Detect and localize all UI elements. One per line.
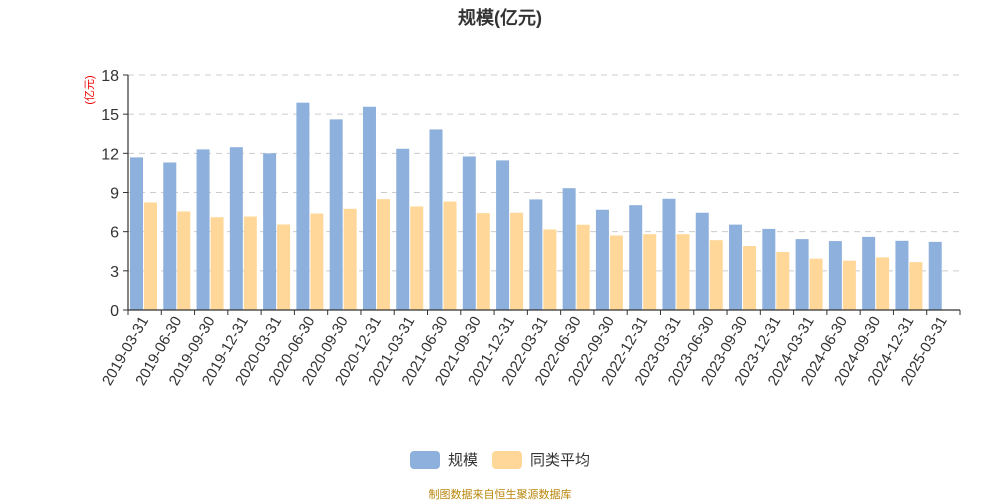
bar[interactable] xyxy=(429,129,443,310)
legend-label-scale: 规模 xyxy=(447,452,478,469)
bar[interactable] xyxy=(709,240,723,310)
bar[interactable] xyxy=(828,241,842,310)
bar[interactable] xyxy=(343,208,357,310)
legend-swatch-scale xyxy=(409,450,440,469)
bar[interactable] xyxy=(595,209,609,310)
bar[interactable] xyxy=(909,262,923,310)
bar[interactable] xyxy=(396,148,410,310)
bar[interactable] xyxy=(243,216,257,310)
bar[interactable] xyxy=(210,217,224,310)
bar[interactable] xyxy=(543,229,557,310)
legend-swatch-peer-average xyxy=(492,450,522,469)
legend-item-peer-average[interactable]: 同类平均 xyxy=(492,449,590,470)
bar[interactable] xyxy=(296,102,310,310)
bar[interactable] xyxy=(362,106,376,310)
bar[interactable] xyxy=(809,258,823,310)
legend: 规模 同类平均 xyxy=(0,449,1000,470)
y-axis-unit-label: (亿元) xyxy=(83,75,96,104)
legend-item-scale[interactable]: 规模 xyxy=(409,449,478,470)
y-tick-label: 15 xyxy=(101,107,119,124)
bar[interactable] xyxy=(529,199,543,310)
bar[interactable] xyxy=(662,198,676,310)
bar[interactable] xyxy=(310,213,324,310)
bar[interactable] xyxy=(876,257,890,310)
y-tick-label: 0 xyxy=(110,303,119,320)
y-tick-label: 9 xyxy=(110,186,119,203)
bar[interactable] xyxy=(743,246,757,310)
bar[interactable] xyxy=(776,252,790,310)
y-tick-label: 6 xyxy=(110,225,119,242)
y-tick-label: 12 xyxy=(101,146,119,163)
bar[interactable] xyxy=(609,235,623,310)
chart-title: 规模(亿元) xyxy=(458,8,542,28)
bar[interactable] xyxy=(795,239,809,310)
bar[interactable] xyxy=(462,156,476,310)
bar[interactable] xyxy=(329,119,343,310)
bar[interactable] xyxy=(576,224,590,310)
bar[interactable] xyxy=(476,213,490,310)
bar[interactable] xyxy=(496,160,510,310)
bar[interactable] xyxy=(510,212,524,310)
bar[interactable] xyxy=(729,224,743,310)
bar-series xyxy=(130,102,942,310)
bar[interactable] xyxy=(676,234,690,310)
bar[interactable] xyxy=(177,211,191,310)
data-source-note: 制图数据来自恒生聚源数据库 xyxy=(428,489,572,501)
bar[interactable] xyxy=(163,162,177,310)
bar[interactable] xyxy=(410,206,424,310)
bar[interactable] xyxy=(643,234,657,310)
bar[interactable] xyxy=(695,212,709,310)
bar[interactable] xyxy=(263,153,277,310)
bar[interactable] xyxy=(130,157,143,310)
bar[interactable] xyxy=(144,202,157,310)
bar[interactable] xyxy=(229,147,243,310)
bar[interactable] xyxy=(376,199,390,310)
bar[interactable] xyxy=(842,260,856,310)
bar[interactable] xyxy=(928,241,942,310)
bar[interactable] xyxy=(629,205,643,310)
bar[interactable] xyxy=(762,228,776,310)
bar[interactable] xyxy=(443,201,457,310)
bar[interactable] xyxy=(196,149,210,310)
bar[interactable] xyxy=(862,236,876,310)
bar[interactable] xyxy=(895,240,909,310)
y-tick-label: 18 xyxy=(101,68,119,85)
y-tick-label: 3 xyxy=(110,264,119,281)
bar[interactable] xyxy=(277,224,291,310)
bar[interactable] xyxy=(562,188,576,310)
legend-label-peer-average: 同类平均 xyxy=(530,452,591,469)
